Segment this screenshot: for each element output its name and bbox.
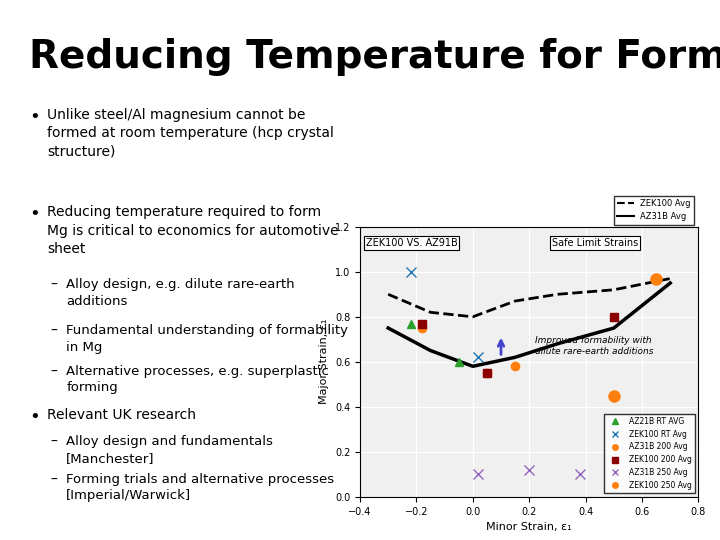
- Text: Fundamental understanding of formability
in Mg: Fundamental understanding of formability…: [66, 324, 348, 354]
- Line: ZEK100 Avg: ZEK100 Avg: [388, 279, 670, 317]
- Text: –: –: [50, 435, 58, 449]
- Legend: AZ21B RT AVG, ZEK100 RT Avg, AZ31B 200 Avg, ZEK100 200 Avg, AZ31B 250 Avg, ZEK10: AZ21B RT AVG, ZEK100 RT Avg, AZ31B 200 A…: [604, 414, 695, 493]
- AZ31B Avg: [609, 325, 618, 331]
- Text: Reducing temperature required to form
Mg is critical to economics for automotive: Reducing temperature required to form Mg…: [47, 205, 338, 256]
- Text: Alternative processes, e.g. superplastic
forming: Alternative processes, e.g. superplastic…: [66, 364, 329, 395]
- ZEK100 Avg: [609, 287, 618, 293]
- Text: Relevant UK research: Relevant UK research: [47, 408, 196, 422]
- AZ31B Avg: [666, 280, 675, 286]
- ZEK100 Avg: [426, 309, 435, 315]
- Text: Improved formability with
dilute rare-earth additions: Improved formability with dilute rare-ea…: [535, 336, 653, 356]
- ZEK100 Avg: [469, 314, 477, 320]
- Line: AZ31B Avg: AZ31B Avg: [388, 283, 670, 366]
- ZEK100 Avg: [666, 275, 675, 282]
- Y-axis label: Major Strain, ε₁: Major Strain, ε₁: [320, 319, 329, 404]
- ZEK100 Avg: [384, 291, 392, 298]
- Text: ZEK100 VS. AZ91B: ZEK100 VS. AZ91B: [366, 238, 457, 248]
- AZ31B Avg: [426, 347, 435, 354]
- AZ31B Avg: [553, 341, 562, 347]
- Text: –: –: [50, 364, 58, 379]
- Text: Safe Limit Strains: Safe Limit Strains: [552, 238, 638, 248]
- Text: –: –: [50, 324, 58, 338]
- Text: –: –: [50, 472, 58, 487]
- Text: •: •: [29, 108, 40, 126]
- Text: •: •: [29, 408, 40, 426]
- X-axis label: Minor Strain, ε₁: Minor Strain, ε₁: [487, 522, 572, 532]
- Text: Forming trials and alternative processes
[Imperial/Warwick]: Forming trials and alternative processes…: [66, 472, 334, 503]
- Text: •: •: [29, 205, 40, 223]
- Text: Unlike steel/Al magnesium cannot be
formed at room temperature (hcp crystal
stru: Unlike steel/Al magnesium cannot be form…: [47, 108, 333, 159]
- AZ31B Avg: [384, 325, 392, 331]
- ZEK100 Avg: [510, 298, 519, 305]
- Text: Alloy design and fundamentals
[Manchester]: Alloy design and fundamentals [Mancheste…: [66, 435, 273, 465]
- AZ31B Avg: [469, 363, 477, 369]
- Text: Alloy design, e.g. dilute rare-earth
additions: Alloy design, e.g. dilute rare-earth add…: [66, 278, 295, 308]
- Text: Reducing Temperature for Forming: Reducing Temperature for Forming: [29, 38, 720, 76]
- Text: –: –: [50, 278, 58, 292]
- AZ31B Avg: [510, 354, 519, 361]
- ZEK100 Avg: [553, 291, 562, 298]
